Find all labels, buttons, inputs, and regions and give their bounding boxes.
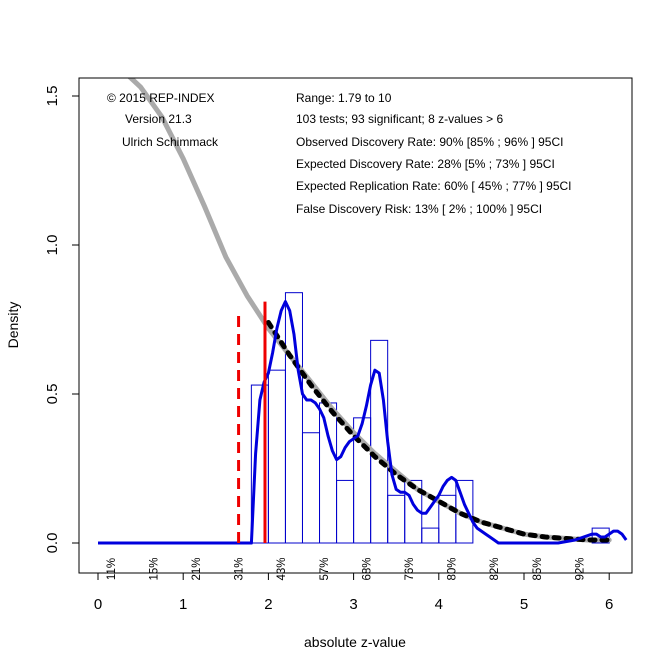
dashed-fit-curve: [265, 320, 612, 543]
percent-label: 76%: [404, 557, 416, 580]
x-tick-label: 4: [435, 596, 443, 613]
percent-label: 21%: [191, 557, 203, 580]
percent-labels: 11% 15% 21% 31% 43% 57% 68% 76% 80% 82% 85% 92%: [106, 557, 587, 580]
x-axis-title: absolute z-value: [304, 634, 406, 650]
percent-label: 80%: [447, 557, 459, 580]
histogram-bar: [387, 494, 406, 544]
threshold-lines: [237, 301, 267, 543]
y-tick-label: 0.5: [44, 384, 61, 405]
x-tick-label: 6: [605, 596, 613, 613]
y-axis: 0.0 0.5 1.0 1.5: [44, 86, 80, 554]
fdr-text: False Discovery Risk: 13% [ 2% ; 100% ] …: [296, 202, 542, 216]
y-tick-label: 1.0: [44, 235, 61, 256]
y-tick-label: 1.5: [44, 86, 61, 107]
info-right: Range: 1.79 to 10 103 tests; 93 signific…: [296, 91, 572, 216]
err-text: Expected Replication Rate: 60% [ 45% ; 7…: [296, 179, 572, 193]
range-text: Range: 1.79 to 10: [296, 91, 392, 105]
density-curve: [98, 300, 628, 545]
histogram-bar: [421, 527, 440, 544]
x-axis: 0 1 2 3 4 5 6: [94, 572, 613, 613]
histogram-bar: [267, 369, 286, 544]
percent-label: 43%: [276, 557, 288, 580]
odr-text: Observed Discovery Rate: 90% [85% ; 96% …: [296, 135, 563, 149]
x-tick-label: 5: [520, 596, 528, 613]
plot-frame: [78, 77, 633, 574]
histogram-bar: [336, 479, 355, 544]
x-tick-label: 3: [349, 596, 357, 613]
percent-label: 57%: [319, 557, 331, 580]
density-line: [98, 300, 628, 545]
tests-text: 103 tests; 93 significant; 8 z-values > …: [296, 112, 503, 126]
x-tick-label: 2: [264, 596, 272, 613]
edr-text: Expected Discovery Rate: 28% [5% ; 73% ]…: [296, 157, 555, 171]
info-left: © 2015 REP-INDEX Version 21.3 Ulrich Sch…: [107, 91, 219, 149]
dashed-fit-line: [265, 320, 612, 543]
percent-label: 15%: [148, 557, 160, 580]
y-axis-title: Density: [5, 302, 21, 349]
copyright-text: © 2015 REP-INDEX: [107, 91, 215, 105]
percent-label: 31%: [234, 557, 246, 580]
y-tick-label: 0.0: [44, 533, 61, 554]
percent-label: 68%: [361, 557, 373, 580]
histogram-bar: [319, 402, 338, 544]
x-tick-label: 0: [94, 596, 102, 613]
percent-label: 92%: [574, 557, 586, 580]
histogram-bar: [284, 292, 303, 544]
author-text: Ulrich Schimmack: [122, 135, 219, 149]
percent-label: 85%: [532, 557, 544, 580]
percent-label: 11%: [106, 558, 118, 580]
x-tick-label: 1: [179, 596, 187, 613]
histogram-bar: [301, 432, 321, 544]
version-text: Version 21.3: [125, 112, 192, 126]
percent-label: 82%: [489, 557, 501, 580]
